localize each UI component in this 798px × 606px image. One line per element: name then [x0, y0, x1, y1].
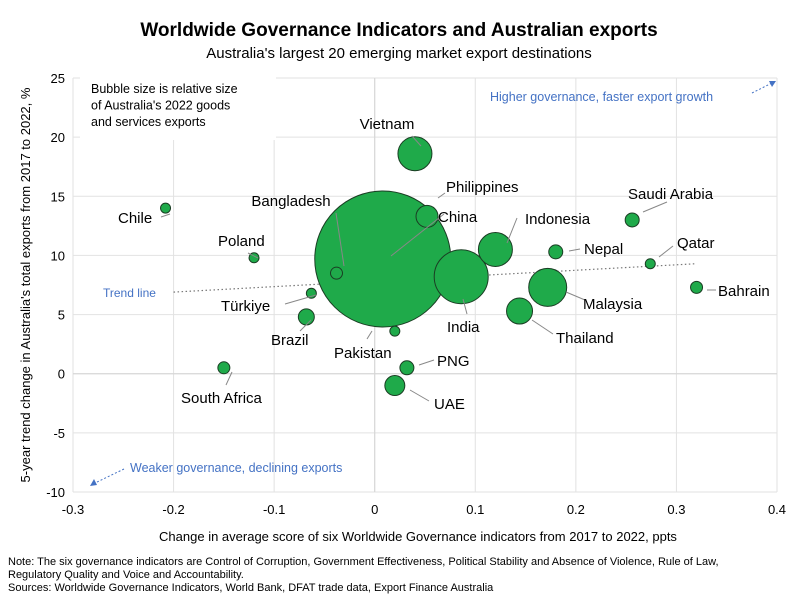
arrowhead-bottom-left — [90, 479, 97, 486]
bubble-philippines — [415, 204, 439, 228]
bubble-thailand — [506, 297, 534, 325]
leader-line — [568, 248, 581, 252]
leader-line — [642, 201, 668, 213]
bubble-label: Qatar — [677, 235, 715, 252]
bubble-label: Bangladesh — [251, 193, 330, 210]
bubble-label: China — [438, 209, 478, 226]
x-tick-label: -0.3 — [62, 502, 84, 517]
annotations: Bubble size is relative size of Australia… — [80, 77, 777, 486]
leader-line — [225, 371, 233, 386]
bubble-label: Bahrain — [718, 283, 770, 300]
note-line-1: Note: The six governance indicators are … — [8, 556, 719, 568]
bubble-label: Malaysia — [583, 296, 643, 313]
bubble-label: Philippines — [446, 179, 519, 196]
bubble-label: Vietnam — [360, 116, 415, 133]
leader-line — [409, 389, 430, 402]
leader-line — [658, 245, 674, 258]
bubble-label: PNG — [437, 353, 470, 370]
leader-line — [437, 192, 446, 199]
leader-line — [247, 252, 259, 259]
bubble-label: Brazil — [271, 332, 309, 349]
bubble-label: Thailand — [556, 330, 614, 347]
bubble-chart: -0.3 -0.2 -0.1 0 0.1 0.2 0.3 0.4 -10 -5 0 5 10 15 20 25… — [18, 71, 786, 544]
bubble-label: Indonesia — [525, 211, 591, 228]
y-tick-label: 25 — [51, 71, 65, 86]
bubble-label: Chile — [118, 210, 152, 227]
y-tick-label: -10 — [46, 485, 65, 500]
annotation-top-right: Higher governance, faster export growth — [490, 90, 713, 104]
bubble-label: Poland — [218, 233, 265, 250]
bubble-saudi-arabia — [624, 212, 640, 228]
x-tick-label: 0.4 — [768, 502, 786, 517]
y-tick-label: 5 — [58, 308, 65, 323]
bubble-bangladesh — [329, 266, 343, 280]
x-tick-label: -0.1 — [263, 502, 285, 517]
trend-line-label: Trend line — [103, 286, 156, 300]
x-axis-label: Change in average score of six Worldwide… — [159, 529, 677, 544]
bubble-size-note: Bubble size is relative size — [91, 82, 238, 96]
leader-line — [160, 213, 171, 218]
x-tick-label: 0.1 — [466, 502, 484, 517]
trend-line-group: Trend line — [103, 263, 697, 300]
leader-line — [565, 291, 586, 301]
leader-line — [390, 213, 445, 257]
sources-line: Sources: Worldwide Governance Indicators… — [8, 582, 494, 594]
legend-box — [80, 77, 276, 140]
bubble-uae — [384, 375, 406, 397]
leader-line — [506, 217, 518, 244]
chart-title: Worldwide Governance Indicators and Aust… — [140, 20, 658, 41]
annotation-bottom-left: Weaker governance, declining exports — [130, 461, 342, 475]
leader-line — [462, 298, 468, 315]
bubble-label: Pakistan — [334, 345, 392, 362]
bubble-malaysia — [528, 267, 568, 307]
leader-line — [299, 319, 312, 332]
bubble-label: UAE — [434, 396, 465, 413]
x-tick-label: 0.3 — [667, 502, 685, 517]
leader-line — [284, 294, 317, 305]
bubble-label: India — [447, 319, 480, 336]
bubble-chile — [160, 202, 172, 214]
bubble-label: South Africa — [181, 390, 263, 407]
bubble-size-note: and services exports — [91, 115, 206, 129]
leader-line — [335, 212, 345, 267]
chart-subtitle: Australia's largest 20 emerging market e… — [206, 45, 592, 62]
arrowhead-top-right — [769, 81, 776, 87]
bubble-bahrain — [690, 280, 704, 294]
bubble-label: Türkiye — [221, 298, 270, 315]
x-tick-label: 0.2 — [567, 502, 585, 517]
leader-line — [366, 330, 373, 340]
x-tick-label: -0.2 — [162, 502, 184, 517]
bubble-indonesia — [477, 232, 513, 268]
trend-line — [173, 263, 697, 293]
y-axis-label: 5-year trend change in Australia's total… — [18, 87, 33, 482]
bubbles — [160, 136, 704, 397]
bubble-india — [433, 249, 489, 305]
bubble-qatar — [644, 258, 656, 270]
bubble-label: Nepal — [584, 241, 623, 258]
bubble-pakistan — [389, 325, 401, 337]
leader-line — [531, 319, 554, 335]
bubble-south-africa — [217, 361, 231, 375]
arrow-top-right — [751, 80, 777, 94]
bubble-brazil — [297, 308, 315, 326]
tick-labels: -0.3 -0.2 -0.1 0 0.1 0.2 0.3 0.4 -10 -5 0 5 10 15 20 25 — [46, 71, 786, 517]
x-tick-label: 0 — [371, 502, 378, 517]
y-tick-label: 10 — [51, 248, 65, 263]
bubble-label: Saudi Arabia — [628, 186, 714, 203]
leader-line — [411, 135, 422, 147]
arrow-bottom-left — [92, 468, 125, 485]
footnotes: Note: The six governance indicators are … — [8, 556, 793, 595]
y-tick-label: 15 — [51, 189, 65, 204]
y-tick-label: -5 — [53, 426, 65, 441]
leader-line — [418, 359, 435, 366]
bubble-size-note: of Australia's 2022 goods — [91, 99, 230, 113]
note-line-2: Regulatory Quality and Voice and Account… — [8, 569, 244, 581]
bubble-labels: China Vietnam Philippines Bangladesh Chile Po… — [118, 116, 770, 413]
bubble-nepal — [548, 244, 564, 260]
bubble-png — [399, 360, 415, 376]
y-tick-label: 0 — [58, 367, 65, 382]
bubble-vietnam — [397, 136, 433, 172]
y-tick-label: 20 — [51, 130, 65, 145]
